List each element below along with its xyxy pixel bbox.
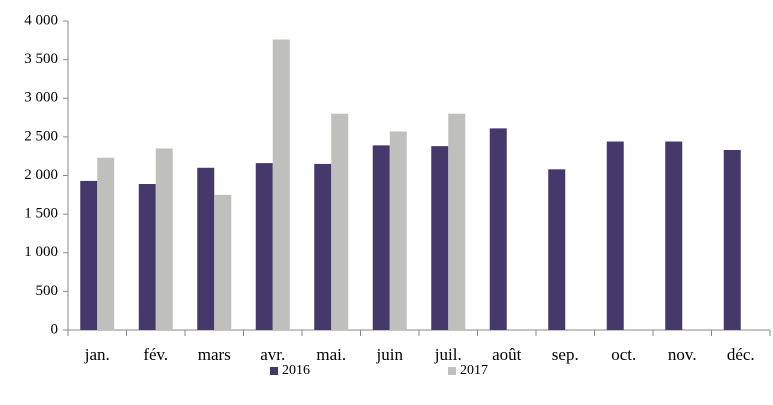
y-tick-label: 1 500 (24, 206, 58, 222)
x-tick-label: sep. (552, 345, 579, 364)
x-tick-label: fév. (143, 345, 168, 364)
x-tick-label: mars (198, 345, 231, 364)
bar (272, 39, 290, 330)
legend-swatch (448, 367, 456, 375)
bar (197, 167, 215, 330)
x-tick-label: jan. (84, 345, 110, 364)
y-tick-label: 3 000 (24, 90, 58, 106)
x-tick-label: oct. (611, 345, 636, 364)
x-tick-label: juin (376, 345, 404, 364)
bar (665, 141, 683, 330)
y-tick-label: 2 500 (24, 128, 58, 144)
bar (331, 113, 349, 330)
bar (214, 194, 232, 330)
y-tick-label: 2 000 (24, 167, 58, 183)
bar (389, 131, 407, 330)
bar (431, 146, 449, 330)
bar (80, 180, 98, 330)
bar (97, 157, 115, 330)
x-tick-label: avr. (260, 345, 285, 364)
bar (255, 163, 273, 330)
x-tick-label: mai. (316, 345, 346, 364)
bar (723, 150, 741, 330)
legend-swatch (270, 367, 278, 375)
bar (138, 183, 156, 330)
y-tick-label: 4 000 (24, 12, 58, 28)
x-tick-label: août (492, 345, 522, 364)
x-tick-label: nov. (668, 345, 697, 364)
bar (448, 113, 466, 330)
y-tick-label: 1 000 (24, 244, 58, 260)
y-tick-label: 0 (51, 321, 59, 337)
bar (489, 128, 507, 330)
x-tick-label: déc. (727, 345, 755, 364)
bar (606, 141, 624, 330)
bar (155, 148, 173, 330)
legend-label: 2016 (282, 363, 310, 378)
legend-label: 2017 (460, 363, 488, 378)
y-tick-label: 500 (36, 283, 59, 299)
bar (314, 163, 332, 330)
y-tick-label: 3 500 (24, 51, 58, 67)
x-tick-label: juil. (434, 345, 462, 364)
bar (548, 169, 566, 330)
bar (372, 145, 390, 330)
